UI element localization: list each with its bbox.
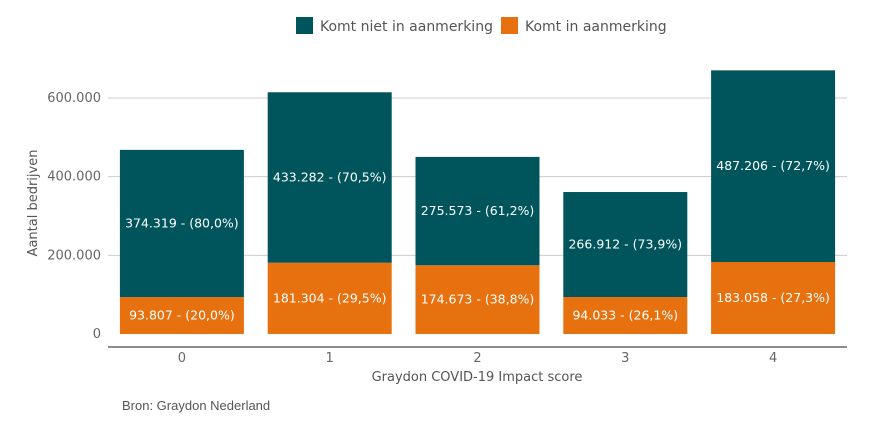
y-tick-label: 200.000 [47,248,101,263]
bar-value-label: 433.282 - (70,5%) [273,169,387,184]
y-axis: 0 200.000 400.000 600.000 [47,91,101,342]
y-tick-label: 600.000 [47,91,101,106]
bar-value-label: 183.058 - (27,3%) [716,290,830,305]
y-tick-label: 400.000 [47,170,101,185]
bar-value-label: 487.206 - (72,7%) [716,158,830,173]
source-note: Bron: Graydon Nederland [122,398,271,413]
bar-komt-niet-in-aanmerking [119,149,244,298]
y-tick-label: 0 [93,327,101,342]
bar-komt-in-aanmerking [711,261,836,334]
bar-value-label: 374.319 - (80,0%) [125,215,239,230]
bar-value-label: 93.807 - (20,0%) [129,308,235,323]
x-tick-label: 3 [621,351,629,366]
bar-komt-niet-in-aanmerking [267,92,392,263]
bars: 93.807 - (20,0%) 374.319 - (80,0%) 181.304… [119,70,836,334]
legend-swatch [296,17,313,34]
bar-value-label: 94.033 - (26,1%) [572,308,678,323]
x-tick-label: 4 [769,351,777,366]
bar-komt-in-aanmerking [119,297,244,334]
bar-value-label: 266.912 - (73,9%) [568,237,682,252]
legend-label: Komt niet in aanmerking [320,19,493,35]
bar-komt-niet-in-aanmerking [415,156,540,266]
x-tick-label: 0 [178,351,186,366]
x-tick-label: 1 [326,351,334,366]
bar-komt-in-aanmerking [267,262,392,334]
bar-komt-in-aanmerking [415,265,540,334]
bar-value-label: 181.304 - (29,5%) [273,290,387,305]
bar-komt-in-aanmerking [563,297,688,334]
x-axis: 0 1 2 3 4 [108,346,847,366]
x-axis-title: Graydon COVID-19 Impact score [372,370,583,385]
legend: Komt niet in aanmerking Komt in aanmerkin… [296,17,667,35]
bar-komt-niet-in-aanmerking [563,192,688,298]
y-axis-title: Aantal bedrijven [26,150,41,257]
legend-swatch [501,17,518,34]
bar-value-label: 174.673 - (38,8%) [421,292,535,307]
bar-komt-niet-in-aanmerking [711,70,836,262]
legend-label: Komt in aanmerking [525,19,667,35]
bar-value-label: 275.573 - (61,2%) [421,203,535,218]
x-tick-label: 2 [473,351,481,366]
